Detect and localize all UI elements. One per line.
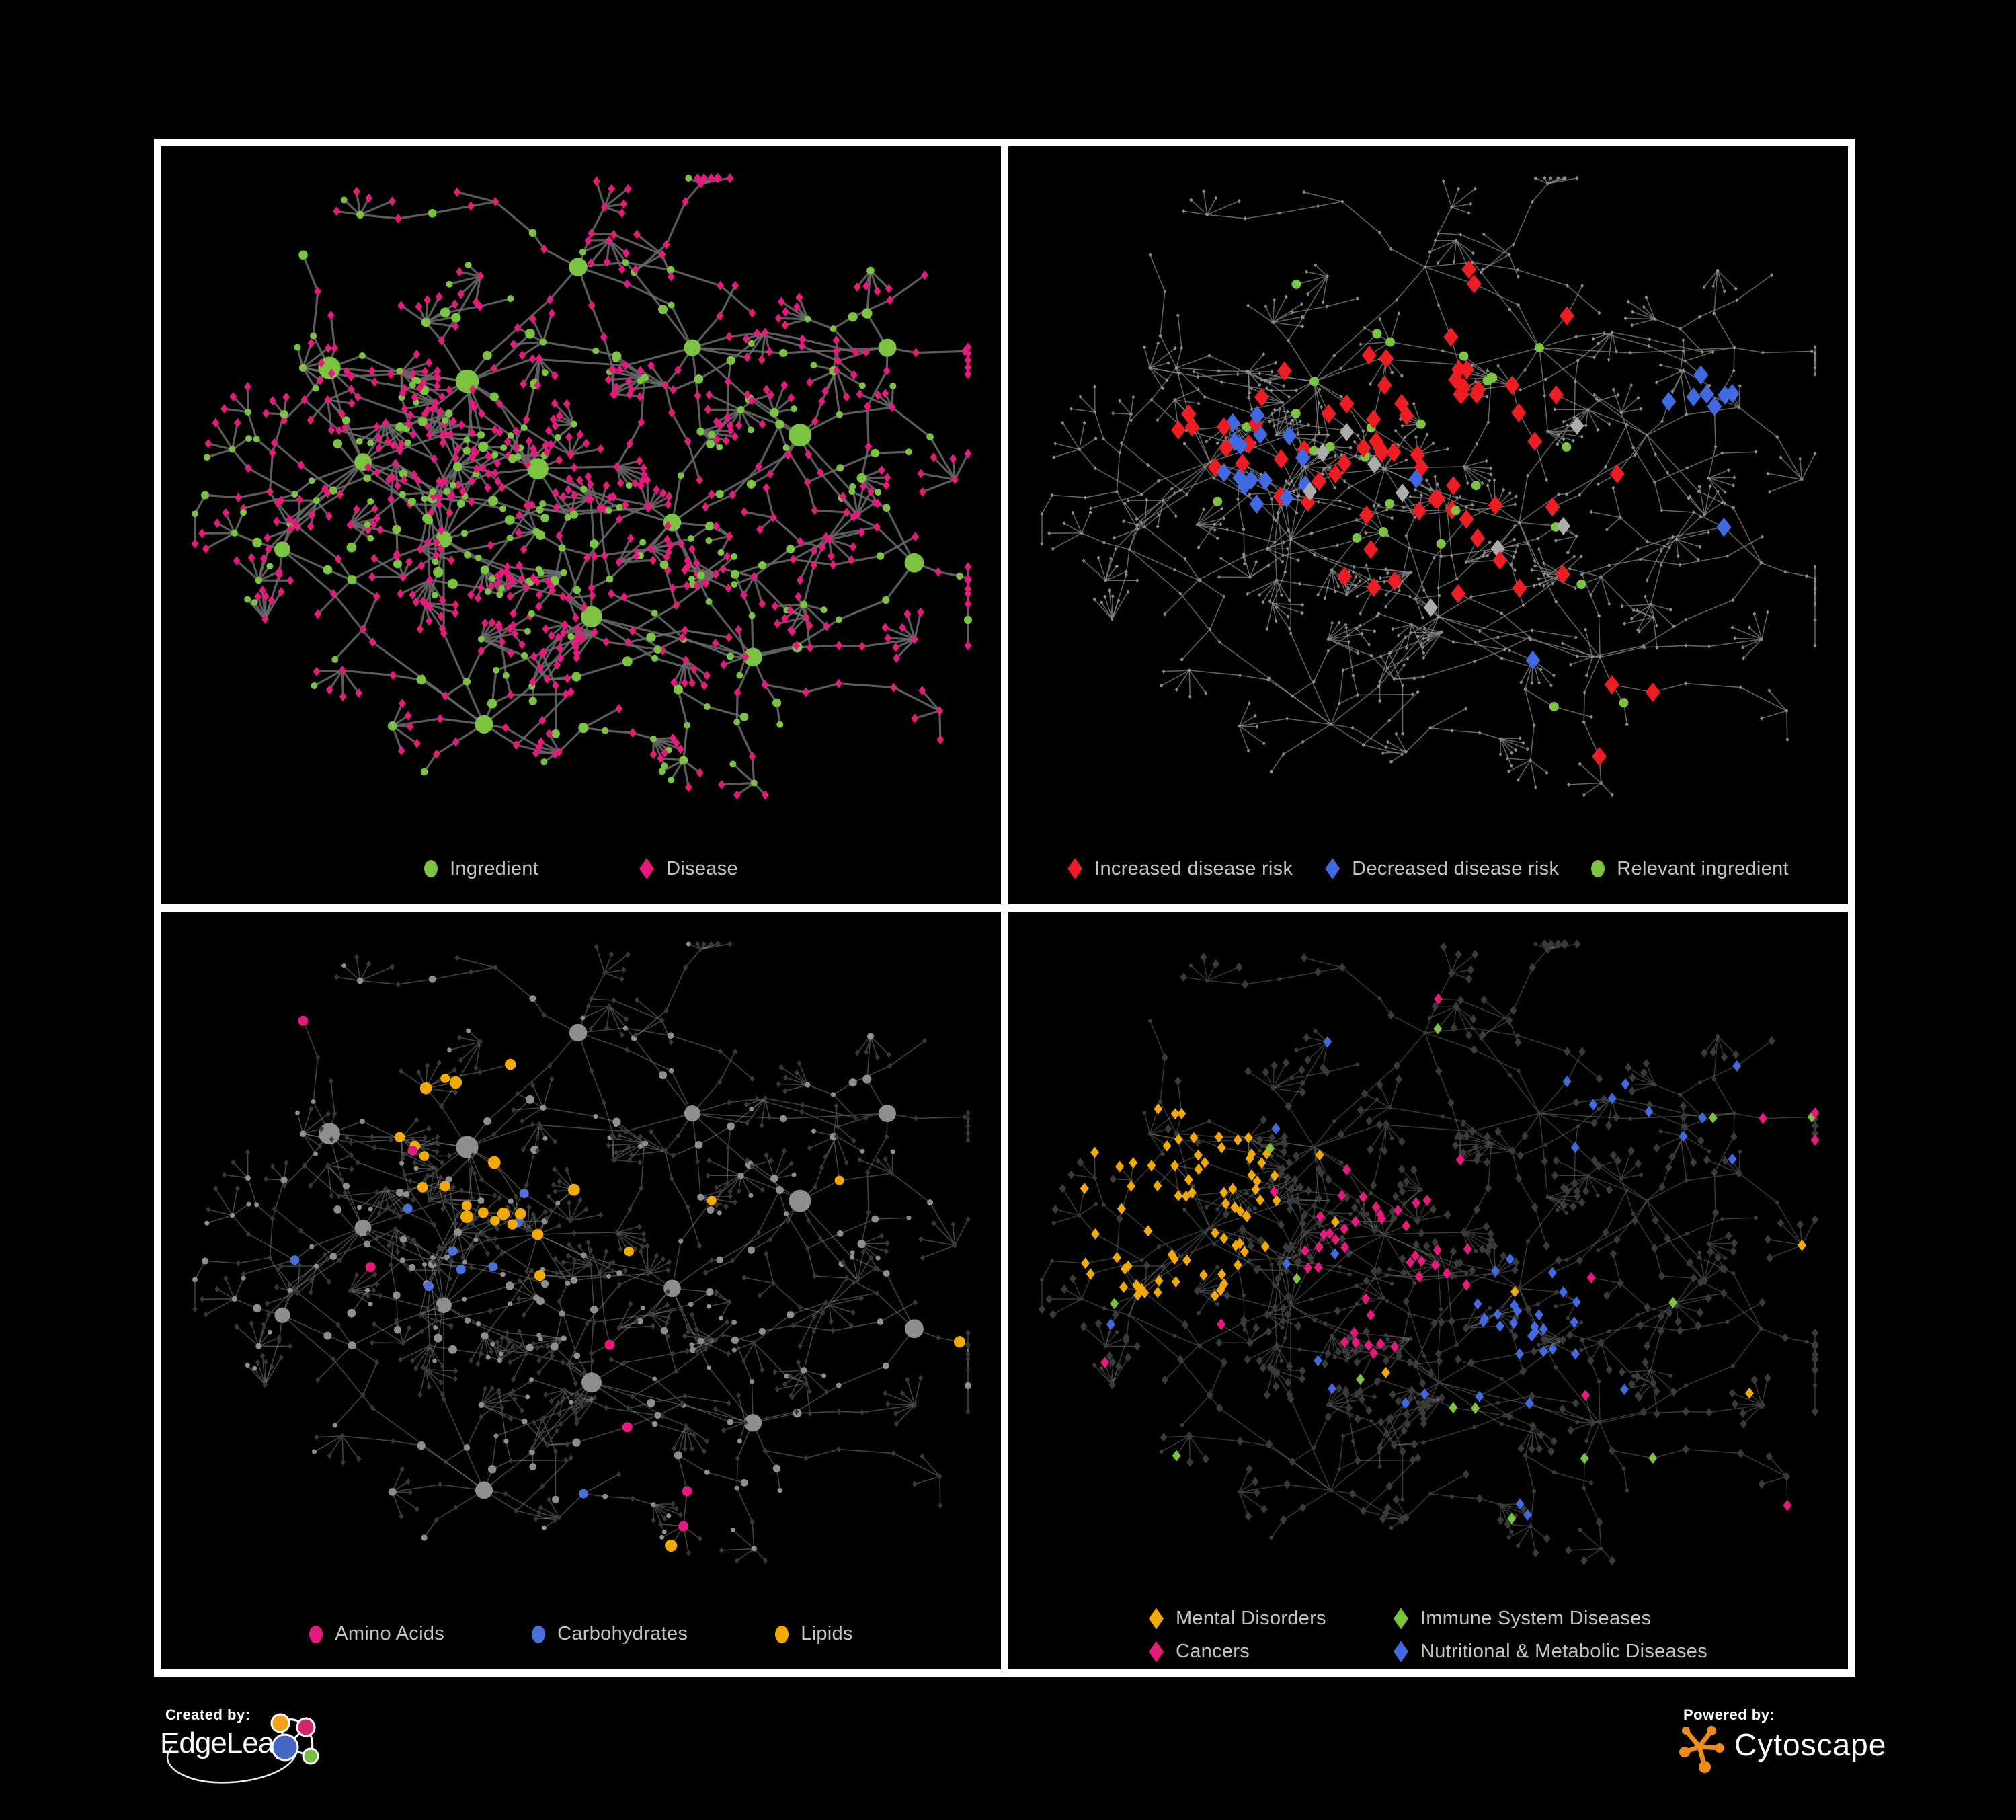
legend-compound-classes: Amino Acids Carbohydrates Lipids bbox=[161, 1623, 1001, 1645]
circle-marker-icon bbox=[309, 1625, 323, 1643]
edgeleap-swoosh-icon bbox=[166, 1746, 297, 1784]
legend-item: Relevant ingredient bbox=[1591, 858, 1789, 880]
legend-item: Ingredient bbox=[424, 858, 538, 880]
legend-item: Carbohydrates bbox=[532, 1623, 688, 1645]
legend-label: Carbohydrates bbox=[557, 1623, 688, 1645]
legend-item: Lipids bbox=[775, 1623, 853, 1645]
legend-ingredient-disease: Ingredient Disease bbox=[161, 858, 1001, 880]
circle-marker-icon bbox=[532, 1625, 546, 1643]
legend-item: Increased disease risk bbox=[1067, 858, 1293, 880]
cytoscape-logo-icon bbox=[1679, 1726, 1724, 1773]
panel-disease-categories: Mental Disorders Immune System Diseases … bbox=[1008, 911, 1848, 1669]
edgeleap-brand: EdgeLeap bbox=[160, 1727, 290, 1759]
network-disease-risk bbox=[1040, 175, 1817, 797]
network-disease-categories bbox=[1038, 939, 1820, 1565]
legend-item: Mental Disorders bbox=[1148, 1608, 1326, 1630]
legend-label: Mental Disorders bbox=[1175, 1608, 1326, 1629]
legend-item: Amino Acids bbox=[309, 1623, 444, 1645]
legend-disease-risk: Increased disease risk Decreased disease… bbox=[1008, 858, 1848, 880]
legend-label: Disease bbox=[666, 857, 738, 879]
legend-label: Immune System Diseases bbox=[1420, 1608, 1652, 1629]
powered-by-block: Powered by: Cytoscape bbox=[1678, 1704, 1974, 1805]
panel-disease-risk: Increased disease risk Decreased disease… bbox=[1008, 146, 1848, 904]
legend-label: Cancers bbox=[1175, 1640, 1250, 1662]
diamond-marker-icon bbox=[1148, 1608, 1164, 1630]
panels-frame: Ingredient Disease Increased disease ris… bbox=[154, 139, 1855, 1677]
legend-label: Amino Acids bbox=[335, 1623, 445, 1645]
diamond-marker-icon bbox=[1148, 1640, 1164, 1663]
circle-marker-icon bbox=[424, 860, 438, 877]
legend-label: Increased disease risk bbox=[1094, 857, 1293, 879]
circle-marker-icon bbox=[775, 1625, 789, 1643]
network-compound-classes bbox=[192, 940, 972, 1564]
circle-marker-icon bbox=[1591, 860, 1605, 877]
diamond-marker-icon bbox=[1067, 858, 1083, 879]
legend-disease-categories: Mental Disorders Immune System Diseases … bbox=[1008, 1608, 1848, 1663]
legend-item: Immune System Diseases bbox=[1393, 1608, 1707, 1630]
panel-ingredient-disease: Ingredient Disease bbox=[161, 146, 1001, 904]
cytoscape-brand: Cytoscape bbox=[1734, 1727, 1887, 1762]
network-ingredient-disease bbox=[191, 173, 973, 800]
legend-label: Relevant ingredient bbox=[1617, 857, 1789, 879]
diamond-marker-icon bbox=[639, 858, 655, 879]
legend-label: Nutritional & Metabolic Diseases bbox=[1420, 1640, 1708, 1662]
legend-item: Nutritional & Metabolic Diseases bbox=[1393, 1640, 1708, 1663]
edgeleap-logo-icon bbox=[270, 1713, 319, 1765]
created-by-block: Created by: EdgeLeap bbox=[160, 1704, 536, 1811]
legend-item: Disease bbox=[639, 858, 738, 880]
created-by-label: Created by: bbox=[165, 1706, 251, 1723]
legend-label: Lipids bbox=[801, 1623, 853, 1645]
legend-label: Decreased disease risk bbox=[1352, 857, 1560, 879]
powered-by-label: Powered by: bbox=[1683, 1706, 1775, 1723]
legend-label: Ingredient bbox=[450, 857, 539, 879]
diamond-marker-icon bbox=[1393, 1608, 1408, 1630]
diamond-marker-icon bbox=[1393, 1640, 1408, 1663]
diamond-marker-icon bbox=[1325, 858, 1340, 879]
panel-compound-classes: Amino Acids Carbohydrates Lipids bbox=[161, 911, 1001, 1669]
legend-item: Cancers bbox=[1148, 1640, 1326, 1663]
legend-item: Decreased disease risk bbox=[1325, 858, 1559, 880]
